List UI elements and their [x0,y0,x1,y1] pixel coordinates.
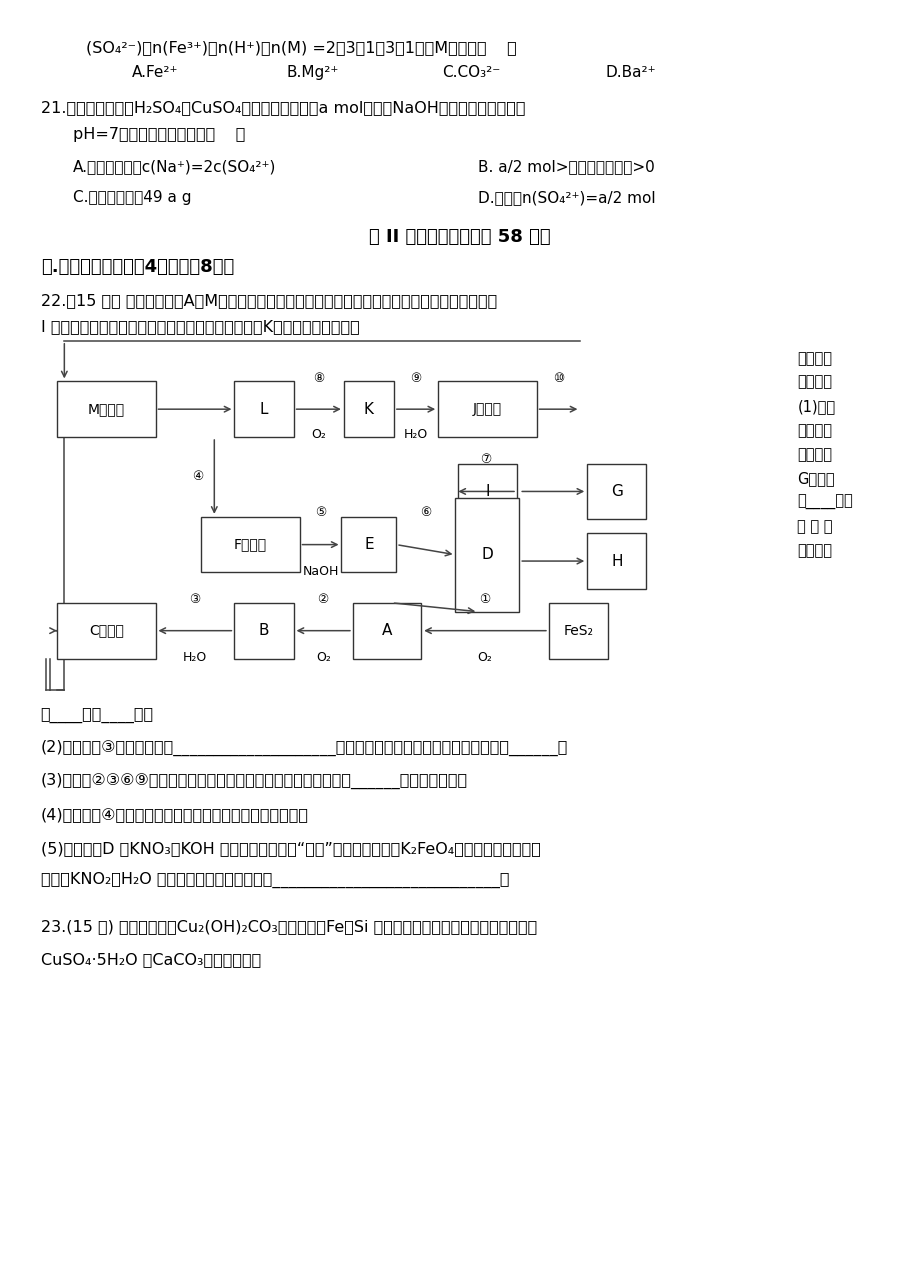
Text: CuSO₄·5H₂O 及CaCO₃，步骤如下：: CuSO₄·5H₂O 及CaCO₃，步骤如下： [40,952,261,967]
Bar [57,381,155,437]
Text: ⑦: ⑦ [480,454,492,466]
Text: (1)在周: (1)在周 [797,399,834,414]
Text: O₂: O₂ [315,651,330,664]
Text: B: B [258,623,269,638]
Text: (SO₄²⁻)；n(Fe³⁺)；n(H⁺)；n(M) =2：3：1：3：1，则M可能为（    ）: (SO₄²⁻)；n(Fe³⁺)；n(H⁺)；n(M) =2：3：1：3：1，则M… [86,39,516,55]
Text: ③: ③ [189,592,200,605]
Text: ⑧: ⑧ [312,372,324,385]
Text: B.Mg²⁺: B.Mg²⁺ [287,65,339,80]
Text: J的溶液: J的溶液 [472,403,502,417]
Text: A: A [381,623,391,638]
Text: H₂O: H₂O [183,651,207,664]
Text: 号）位于: 号）位于 [797,544,832,558]
Text: 期表中，: 期表中， [797,423,832,438]
Text: D.溶液中n(SO₄²⁺)=a/2 mol: D.溶液中n(SO₄²⁺)=a/2 mol [478,190,655,205]
Text: G的元素: G的元素 [797,471,834,487]
Text: (3)在反应②③⑥⑨中，既属于化合反应又属于非氧化还原反应的是______（填写序号）。: (3)在反应②③⑥⑨中，既属于化合反应又属于非氧化还原反应的是______（填写… [40,773,467,790]
Text: M的溶液: M的溶液 [87,403,125,417]
Text: 第____周期____族。: 第____周期____族。 [40,708,153,724]
Bar [344,381,393,437]
Bar [234,381,293,437]
Text: 二.非选择题（本题兲4小题，兲8分）: 二.非选择题（本题兲4小题，兲8分） [40,259,233,276]
Text: A.反应后溶液中c(Na⁺)=2c(SO₄²⁺): A.反应后溶液中c(Na⁺)=2c(SO₄²⁺) [73,159,276,173]
Text: A.Fe²⁺: A.Fe²⁺ [131,65,178,80]
Text: C的溶液: C的溶液 [89,624,123,638]
Text: ⑩: ⑩ [552,372,563,385]
Text: ④: ④ [192,470,203,483]
Text: I 是由第三周期元素组成的单质中燕点最高的金属，K是一种红棕色气体。: I 是由第三周期元素组成的单质中燕点最高的金属，K是一种红棕色气体。 [40,320,359,334]
Text: (2)写出反应③的化学方程式____________________，其中氧化剂与还原剂的物贤的量之比为______。: (2)写出反应③的化学方程式____________________，其中氧化剂… [40,740,567,757]
Text: D.Ba²⁺: D.Ba²⁺ [606,65,656,80]
Text: 组成单质: 组成单质 [797,447,832,462]
Text: 21.常温下，向含有H₂SO₄的CuSO₄溶液中逐滤加入含a mol溶质的NaOH溶液，恰好使溶液的: 21.常温下，向含有H₂SO₄的CuSO₄溶液中逐滤加入含a mol溶质的NaO… [40,101,525,116]
Text: 元 素 符: 元 素 符 [797,520,832,534]
Bar [341,517,396,572]
Text: 是____（填: 是____（填 [797,496,852,511]
Bar [549,603,607,659]
Bar [586,464,646,520]
Bar [201,517,300,572]
Text: D: D [481,548,493,562]
Text: 列空白：: 列空白： [797,373,832,389]
Bar [57,603,155,659]
Text: B. a/2 mol>沉淠的物质的量>0: B. a/2 mol>沉淠的物质的量>0 [478,159,654,173]
Text: ⑤: ⑤ [314,507,326,520]
Text: (4)写出反应④的离子方程式并用单线桥表示电子转移情况：: (4)写出反应④的离子方程式并用单线桥表示电子转移情况： [40,806,308,822]
Text: H: H [610,554,622,568]
Text: 第 II 卷（非选择题　共 58 分）: 第 II 卷（非选择题 共 58 分） [369,228,550,246]
Text: ⑥: ⑥ [420,507,431,520]
Bar [458,464,516,520]
Text: C.CO₃²⁻: C.CO₃²⁻ [441,65,499,80]
Text: C.沉淠的质量为49 a g: C.沉淠的质量为49 a g [73,190,191,205]
Text: H₂O: H₂O [403,428,427,441]
Text: (5)将化合物D 与KNO₃、KOH 共融，可制得一种“绳色”环保高效净水剂K₂FeO₄（高铁酸钔）。同时: (5)将化合物D 与KNO₃、KOH 共融，可制得一种“绳色”环保高效净水剂K₂… [40,841,540,856]
Text: ⑨: ⑨ [410,372,421,385]
Bar [586,534,646,589]
Text: ②: ② [317,592,328,605]
Text: NaOH: NaOH [302,564,338,577]
Text: O₂: O₂ [311,428,325,441]
Text: FeS₂: FeS₂ [563,624,593,638]
Text: 23.(15 分) 孔雀石主要含Cu₂(OH)₂CO₃，还含少量Fe、Si 的化合物，实验室以孔雀石为原料制备: 23.(15 分) 孔雀石主要含Cu₂(OH)₂CO₃，还含少量Fe、Si 的化… [40,920,537,934]
Bar [437,381,536,437]
Text: E: E [364,538,373,552]
Bar [455,498,518,612]
Text: K: K [363,401,373,417]
Text: F的溶液: F的溶液 [233,538,267,552]
Text: 还生成KNO₂和H₂O 。该反应的化学方程式是：____________________________。: 还生成KNO₂和H₂O 。该反应的化学方程式是：________________… [40,871,508,888]
Text: O₂: O₂ [477,651,492,664]
Text: 请填写下: 请填写下 [797,352,832,366]
Bar [234,603,293,659]
Text: 22.（15 分） 下图是无机物A～M在一定条件下的转化关系（部分产物及反应条件未列出）。其中，: 22.（15 分） 下图是无机物A～M在一定条件下的转化关系（部分产物及反应条件… [40,293,496,308]
Text: pH=7，下列叙述错误的是（    ）: pH=7，下列叙述错误的是（ ） [73,127,244,141]
Text: I: I [484,484,489,499]
Text: L: L [259,401,268,417]
Text: ①: ① [479,592,490,605]
Text: G: G [610,484,622,499]
Bar [353,603,421,659]
